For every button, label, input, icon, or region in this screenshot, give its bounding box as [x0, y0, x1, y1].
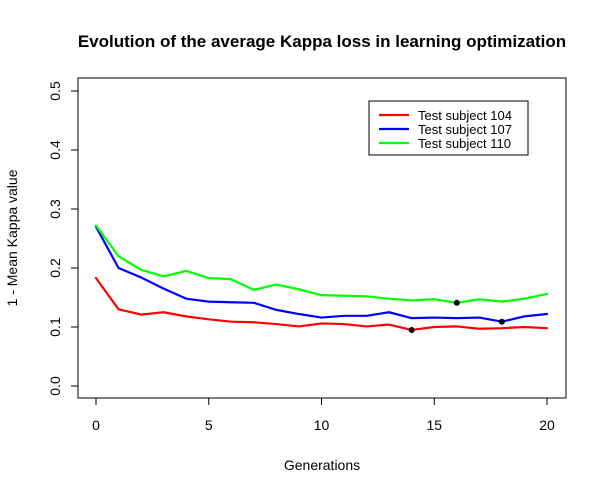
y-tick-label: 0.5 — [47, 81, 63, 101]
y-tick-label: 0.0 — [47, 376, 63, 396]
x-tick-label: 5 — [205, 417, 213, 433]
legend-label: Test subject 110 — [418, 136, 511, 151]
y-tick-label: 0.4 — [47, 140, 63, 160]
series-layer — [94, 224, 549, 333]
series-line-2 — [94, 225, 549, 323]
series-line-3 — [94, 224, 549, 304]
x-tick-label: 10 — [314, 417, 330, 433]
x-axis-label: Generations — [284, 457, 360, 473]
x-tick-label: 15 — [426, 417, 442, 433]
marked-point-2 — [498, 318, 505, 325]
series-line-1 — [94, 276, 549, 332]
chart-title: Evolution of the average Kappa loss in l… — [78, 32, 566, 51]
marked-point-1 — [408, 326, 415, 333]
y-tick-label: 0.1 — [47, 317, 63, 337]
y-axis: 0.0 0.1 0.2 0.3 0.4 0.5 — [47, 81, 79, 396]
legend-label: Test subject 104 — [418, 108, 512, 123]
marked-point-3 — [453, 299, 460, 306]
x-tick-label: 0 — [92, 417, 100, 433]
x-tick-label: 20 — [539, 417, 555, 433]
x-axis: 0 5 10 15 20 — [92, 397, 555, 433]
y-tick-label: 0.2 — [47, 258, 63, 278]
y-axis-label: 1 - Mean Kappa value — [4, 169, 20, 306]
y-tick-label: 0.3 — [47, 199, 63, 219]
legend-label: Test subject 107 — [418, 122, 512, 137]
